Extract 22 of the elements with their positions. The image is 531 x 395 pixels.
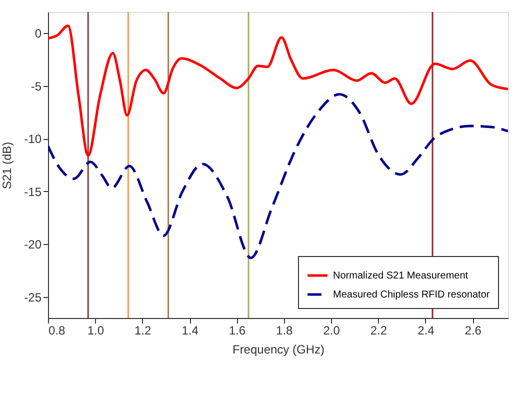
- legend-label: Measured Chipless RFID resonator: [333, 290, 490, 300]
- x-tick-label: 1.4: [182, 324, 199, 338]
- y-tick-label: -5: [30, 79, 42, 94]
- x-tick-label: 2.4: [418, 324, 435, 338]
- y-tick-label: -15: [24, 184, 42, 199]
- x-tick-label: 1.2: [134, 324, 152, 338]
- legend-label: Normalized S21 Measurement: [333, 270, 468, 282]
- x-tick-label: 1.6: [228, 324, 246, 338]
- y-tick-label: -10: [24, 132, 42, 146]
- x-tick-label: 2.0: [323, 324, 340, 338]
- y-tick-label: -20: [24, 238, 42, 252]
- y-tick-label: 0: [34, 26, 42, 41]
- x-tick-label: 1.8: [276, 324, 294, 338]
- x-axis-title: Frequency (GHz): [232, 342, 325, 356]
- x-tick-label: 2.2: [370, 324, 388, 338]
- x-tick-label: 0.8: [48, 324, 66, 338]
- x-tick-label: 1.0: [87, 324, 104, 338]
- line-series: [48, 93, 508, 260]
- y-tick-label: -25: [24, 290, 42, 304]
- y-axis-title: S21 (dB): [0, 142, 14, 190]
- line-series: [48, 24, 508, 157]
- x-tick-label: 2.6: [464, 324, 482, 338]
